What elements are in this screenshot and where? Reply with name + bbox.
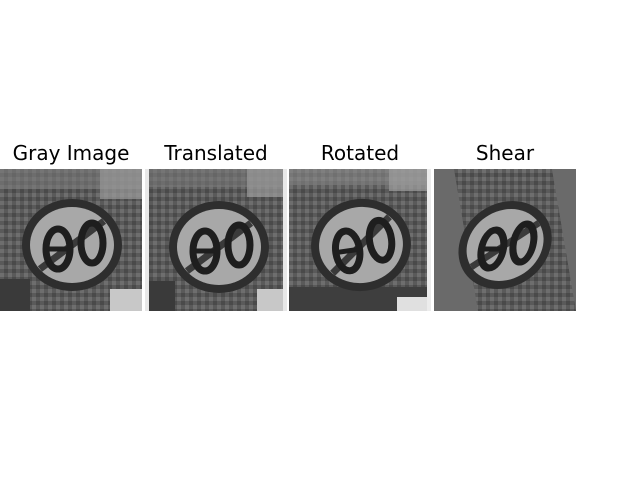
- sign-image-shear: [434, 169, 576, 311]
- panel-title: Translated: [164, 141, 268, 165]
- sign-image-gray: [0, 169, 142, 311]
- sign-image-rotated: [289, 169, 431, 311]
- panel-title: Rotated: [320, 141, 400, 165]
- panel-title: Shear: [475, 141, 535, 165]
- sign-image-translated: [145, 169, 287, 311]
- panel-title: Gray Image: [12, 141, 130, 165]
